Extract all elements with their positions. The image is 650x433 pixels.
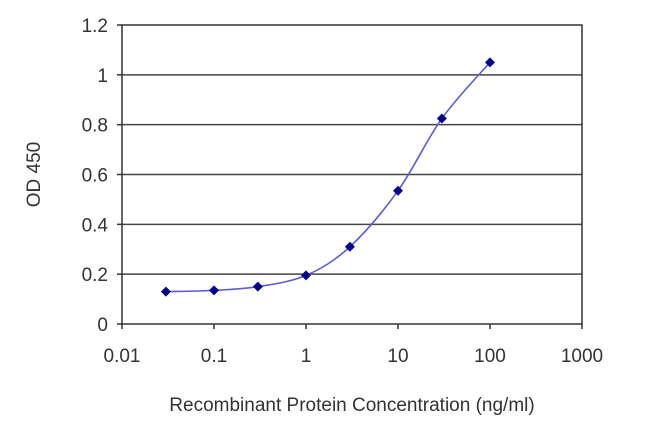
data-point bbox=[301, 270, 311, 281]
x-tick-label: 0.1 bbox=[201, 346, 227, 367]
x-tick-label: 100 bbox=[474, 346, 506, 367]
series-points bbox=[160, 57, 495, 297]
grid-lines bbox=[122, 74, 582, 275]
x-tick-label: 1 bbox=[301, 346, 312, 367]
y-tick-label: 0 bbox=[97, 315, 108, 336]
x-tick-label: 10 bbox=[387, 346, 408, 367]
y-tick-label: 1.2 bbox=[82, 16, 108, 37]
y-tick-label: 0.2 bbox=[82, 265, 108, 286]
y-tick-label: 0.4 bbox=[82, 215, 109, 236]
series-curve bbox=[165, 61, 491, 293]
y-tick-label: 1 bbox=[97, 66, 108, 87]
data-point bbox=[393, 185, 403, 196]
data-point bbox=[485, 57, 495, 68]
x-axis-ticks: 0.01 0.1 1 10 100 1000 bbox=[104, 324, 603, 367]
y-tick-label: 0.6 bbox=[82, 166, 108, 187]
data-point bbox=[436, 113, 447, 124]
y-tick-label: 0.8 bbox=[82, 116, 108, 137]
x-tick-label: 1000 bbox=[561, 346, 603, 367]
y-axis-ticks: 0 0.2 0.4 0.6 0.8 1 1.2 bbox=[82, 16, 122, 336]
y-axis-title: OD 450 bbox=[24, 142, 45, 207]
x-axis-title: Recombinant Protein Concentration (ng/ml… bbox=[169, 395, 534, 416]
data-point bbox=[160, 286, 171, 297]
data-point bbox=[209, 285, 219, 296]
data-point bbox=[344, 241, 355, 252]
x-tick-label: 0.01 bbox=[104, 346, 141, 367]
data-point bbox=[252, 281, 263, 292]
